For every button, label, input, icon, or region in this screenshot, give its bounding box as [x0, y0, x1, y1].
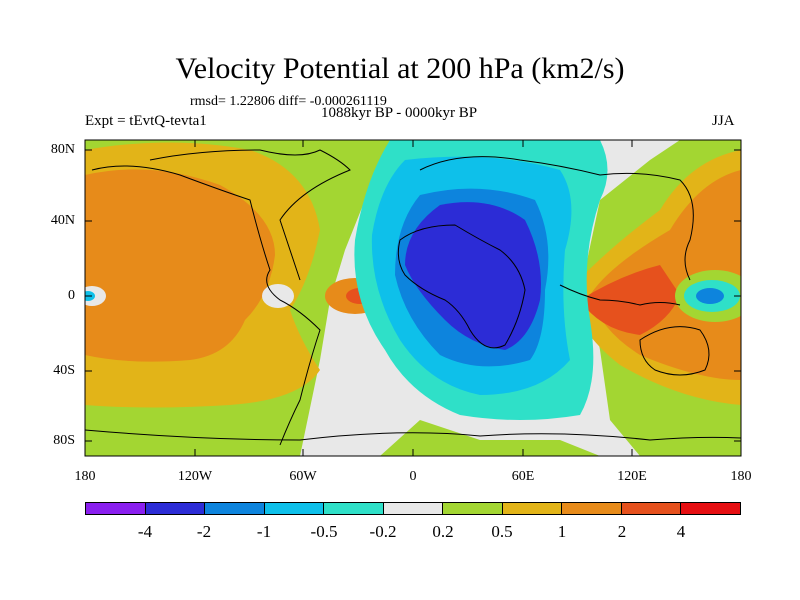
- contour-field: [85, 140, 741, 456]
- contour-region: [85, 286, 106, 306]
- x-tick-label: 120E: [617, 469, 647, 484]
- colorbar-swatch: [145, 503, 206, 514]
- colorbar-swatch: [502, 503, 563, 514]
- x-tick-label: 60E: [511, 469, 535, 484]
- colorbar-label: -0.5: [310, 522, 338, 541]
- contour-region: [262, 284, 294, 308]
- colorbar-label: 4: [676, 522, 686, 541]
- colorbar-swatch: [383, 503, 444, 514]
- colorbar-swatch: [621, 503, 682, 514]
- y-tick-label: 40S: [53, 363, 75, 378]
- colorbar-swatch: [205, 503, 265, 514]
- x-tick-label: 180: [730, 469, 752, 484]
- colorbar-label: 2: [617, 522, 627, 541]
- colorbar-label: 1: [557, 522, 567, 541]
- colorbar-label: -1: [256, 522, 272, 541]
- colorbar-swatch: [264, 503, 325, 514]
- contour-region: [696, 288, 724, 304]
- colorbar-label: -4: [137, 522, 153, 541]
- colorbar-label: -2: [196, 522, 212, 541]
- x-tick-label: 60W: [289, 469, 317, 484]
- y-tick-label: 40N: [50, 213, 75, 228]
- colorbar-swatch: [681, 503, 741, 514]
- map-title: Velocity Potential at 200 hPa (km2/s): [175, 52, 625, 85]
- contour-region: [85, 169, 275, 362]
- y-tick-label: 80N: [50, 142, 75, 157]
- colorbar-swatch: [324, 503, 384, 514]
- x-tick-label: 120W: [177, 469, 213, 484]
- colorbar-label: 0.5: [491, 522, 513, 541]
- y-tick-label: 80S: [53, 433, 75, 448]
- x-tick-label: 0: [409, 469, 417, 484]
- axis-ticks: [85, 140, 741, 456]
- rmsd-stats: rmsd= 1.22806 diff= -0.000261119: [190, 94, 387, 109]
- contour-region: [580, 265, 680, 335]
- y-tick-label: 0: [68, 288, 75, 303]
- contour-region: [405, 202, 541, 350]
- colorbar-label: -0.2: [369, 522, 397, 541]
- season-label: JJA: [712, 113, 735, 129]
- colorbar-swatch: [86, 503, 146, 514]
- colorbar-label: 0.2: [432, 522, 454, 541]
- time-period: 1088kyr BP - 0000kyr BP: [321, 105, 478, 121]
- experiment-label: Expt = tEvtQ-tevta1: [85, 113, 207, 129]
- colorbar-swatch: [443, 503, 503, 514]
- x-tick-label: 180: [74, 469, 96, 484]
- colorbar: [85, 502, 741, 515]
- colorbar-swatch: [562, 503, 622, 514]
